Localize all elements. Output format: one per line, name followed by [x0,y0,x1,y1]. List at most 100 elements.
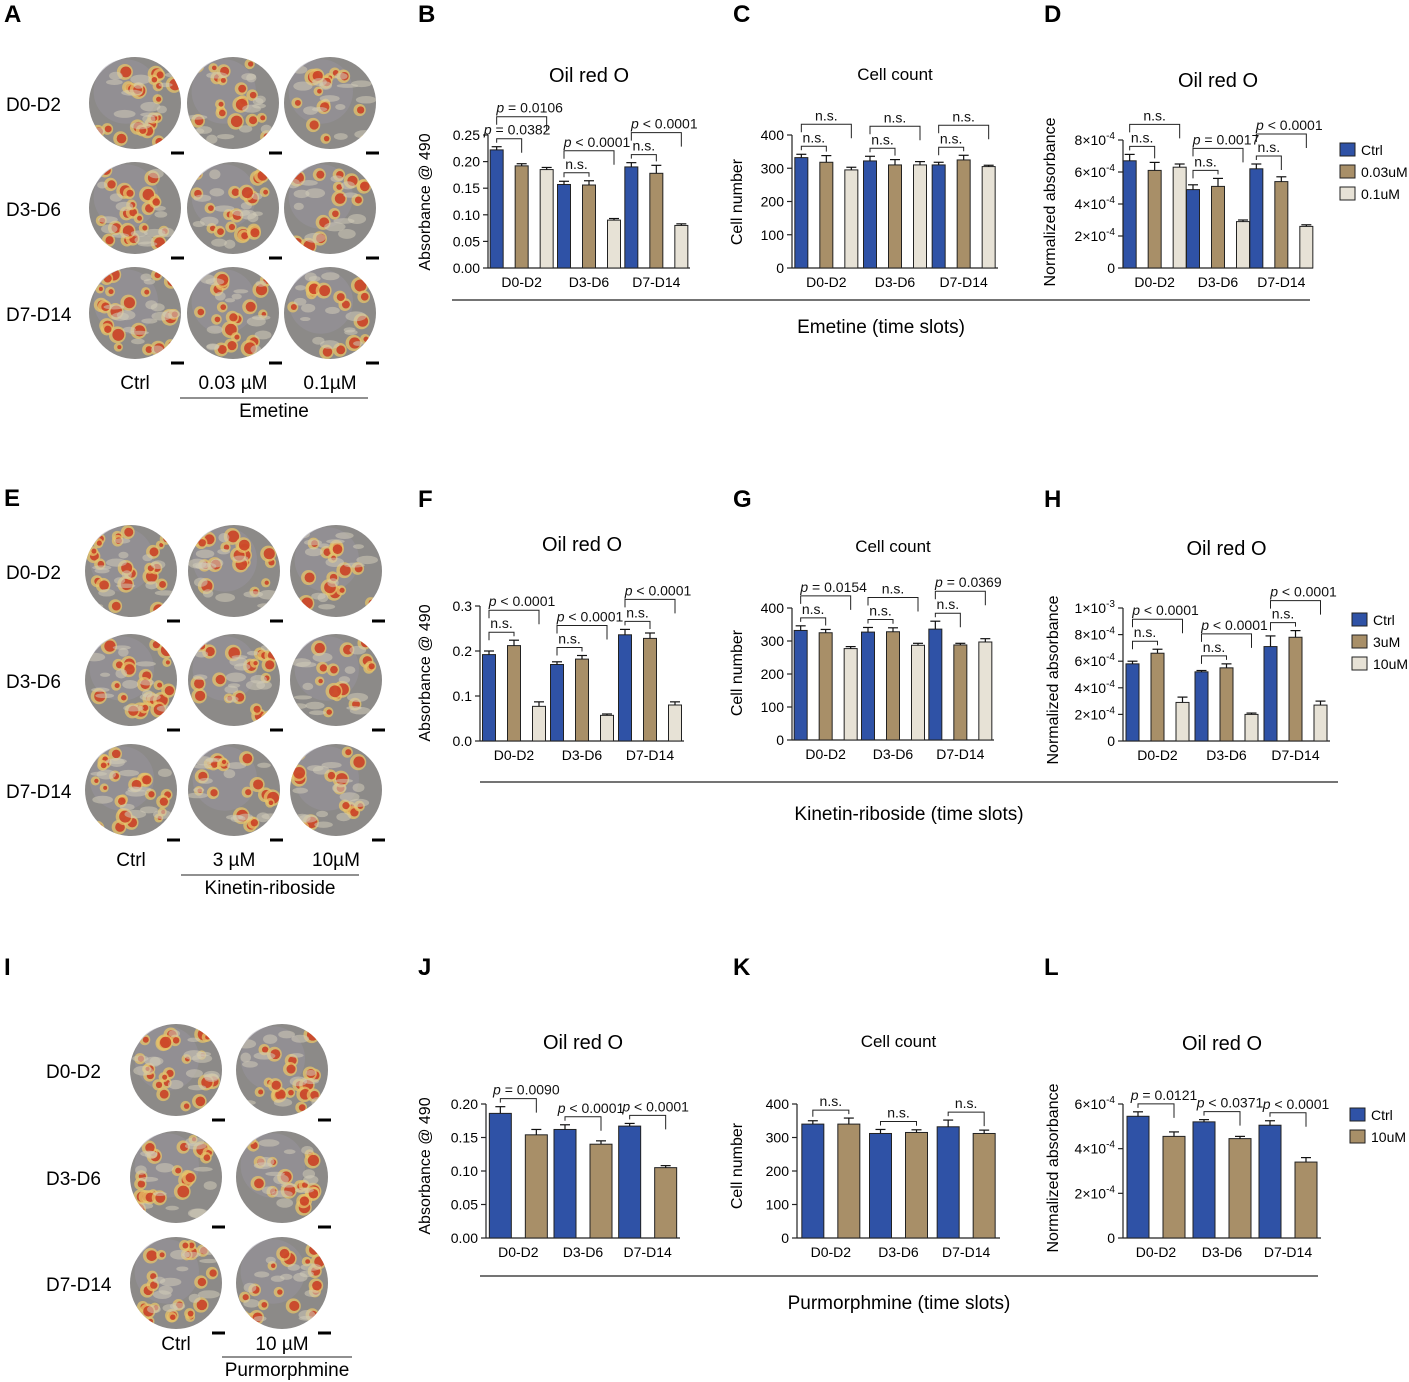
significance-bracket [867,596,919,612]
image-column-label: Ctrl [116,850,146,871]
bar [1313,704,1328,742]
significance-bracket [1129,145,1156,159]
significance-bracket [624,620,651,629]
bar [600,714,614,742]
significance-label: n.s. [802,601,825,617]
y-tick-label: 0.0 [453,733,473,749]
bar-chart-B [483,116,690,269]
image-column-label: 0.03 µM [198,373,267,394]
micrograph-image [187,57,279,149]
significance-label: p < 0.0001 [1262,1096,1330,1112]
significance-bracket [934,612,961,628]
bar-chart-J [481,1098,680,1239]
micrograph-image [85,634,177,726]
y-axis-label: Normalized absorbance [1045,595,1062,764]
significance-label: p < 0.0001 [621,1098,689,1114]
significance-label: p = 0.0090 [492,1082,560,1098]
legend-label: 0.1uM [1361,186,1400,202]
x-tick-label: D0-D2 [1136,1244,1177,1260]
y-axis-label: Normalized absorbance [1042,117,1059,286]
significance-label: n.s. [952,108,975,124]
bar [489,149,504,269]
y-tick-label: 0.3 [453,598,473,614]
y-tick-label: 0.00 [451,1230,478,1246]
y-tick-label: 0.15 [453,180,480,196]
bar [886,631,900,741]
significance-bracket [869,125,921,141]
bar [794,157,809,269]
x-tick-label: D7-D14 [626,747,674,763]
bar [1219,667,1234,742]
bar [1126,1115,1150,1239]
bar [550,664,564,742]
significance-label: n.s. [1131,129,1154,145]
time-slot-axis-label: Kinetin-riboside (time slots) [794,804,1023,825]
bar [582,184,596,269]
micrograph-image [236,1024,328,1116]
micrograph-image [89,162,181,254]
significance-bracket [1255,155,1282,170]
y-tick-label: 2×10-4 [1075,705,1116,722]
image-row-label: D3-D6 [6,672,61,693]
x-tick-label: D0-D2 [1134,274,1175,290]
significance-label: p = 0.0369 [934,574,1002,590]
image-row-label: D7-D14 [6,782,72,803]
significance-label: p < 0.0001 [1200,617,1268,633]
panel-letter-J: J [418,954,431,981]
x-tick-label: D7-D14 [632,274,680,290]
micrograph-image [89,57,181,149]
significance-bracket [1129,123,1181,139]
bar-chart-D: 0 2×10-4 4×10-4 6×10-4 8×10-4 [1075,123,1314,276]
chart-title: Oil red O [543,1032,623,1054]
significance-label: n.s. [815,107,838,123]
micrograph-image [284,162,376,254]
micrograph-image [236,1131,328,1223]
significance-label: n.s. [955,1095,978,1111]
bar [1162,1135,1186,1239]
micrograph-image [290,525,382,617]
y-tick-label: 0.20 [453,154,480,170]
image-row-label: D7-D14 [46,1275,112,1296]
panel-letter-C: C [733,1,750,28]
panel-letter-B: B [418,1,435,28]
bar [1244,713,1259,742]
chart-title: Oil red O [1182,1033,1262,1055]
legend-swatch [1339,164,1356,179]
bar [649,172,664,269]
bar [931,164,946,269]
significance-bracket [488,631,515,641]
significance-bracket [800,595,852,610]
significance-label: p < 0.0001 [624,582,692,598]
bar-chart-K [792,1103,1000,1239]
micrograph-image [130,1131,222,1223]
image-row-label: D3-D6 [6,200,61,221]
y-tick-label: 0 [776,732,784,748]
y-tick-label: 6×10-4 [1075,1095,1116,1112]
bar [913,164,927,269]
y-axis-label: Cell number [729,158,746,245]
bar [863,160,877,269]
micrograph-image [290,634,382,726]
significance-bracket [934,590,986,606]
image-column-label: 10 µM [255,1334,308,1355]
micrograph-image [284,267,376,359]
significance-bracket [1137,1103,1175,1118]
significance-label: n.s. [558,631,581,647]
legend-label: 10uM [1373,656,1408,672]
bar-chart-G [787,590,994,741]
significance-bracket [629,1114,667,1130]
y-tick-label: 0.25 [453,127,480,143]
significance-bracket [1255,133,1307,148]
significance-label: n.s. [937,596,960,612]
bar [1299,225,1314,269]
panel-letter-K: K [733,954,751,981]
bar [928,628,943,741]
y-tick-label: 200 [761,194,785,210]
bar [1228,1138,1252,1239]
image-row-label: D0-D2 [6,563,61,584]
bar [861,631,875,741]
significance-label: n.s. [871,131,894,147]
y-tick-label: 200 [761,666,785,682]
significance-bracket [496,138,523,153]
y-tick-label: 0.10 [453,207,480,223]
